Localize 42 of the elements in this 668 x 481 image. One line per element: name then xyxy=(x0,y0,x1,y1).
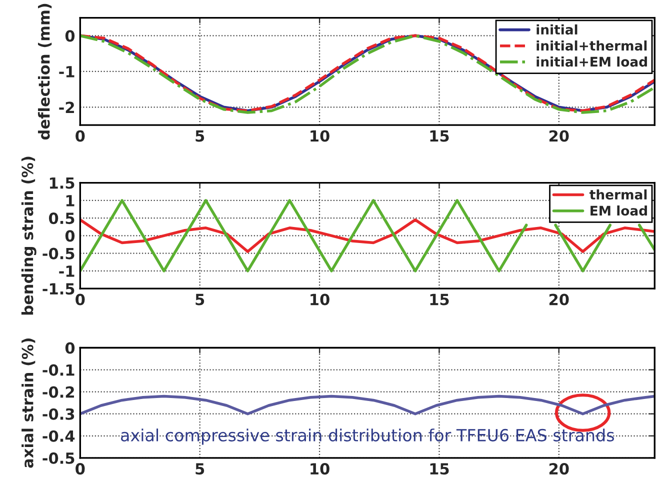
x-tick-label: 10 xyxy=(310,294,330,306)
x-tick-label: 10 xyxy=(310,130,330,142)
x-tick-label: 10 xyxy=(310,463,330,475)
legend-label: initial+thermal xyxy=(536,40,647,51)
y-tick-label: 1.5 xyxy=(50,177,74,189)
x-tick-label: 20 xyxy=(549,463,569,475)
y-tick-label: -0.3 xyxy=(42,408,74,420)
y-tick-label: -1 xyxy=(59,266,74,277)
line-series xyxy=(80,394,655,416)
y-tick-label: -0.1 xyxy=(42,364,74,376)
x-tick-label: 15 xyxy=(430,130,449,142)
y-tick-label: -1 xyxy=(59,66,74,78)
x-tick-label: 20 xyxy=(549,130,569,142)
x-tick-label: 0 xyxy=(76,294,85,306)
y-tick-label: -2 xyxy=(59,102,74,113)
x-tick-label: 5 xyxy=(196,294,204,306)
x-tick-label: 0 xyxy=(76,130,85,142)
x-tick-label: 20 xyxy=(549,294,569,306)
y-axis-title: bending strain (%) xyxy=(21,156,36,315)
y-tick-label: -0.5 xyxy=(42,248,74,260)
x-tick-label: 15 xyxy=(430,294,449,306)
annotation: axial compressive strain distribution for TFEU6 EAS strands xyxy=(121,428,614,445)
x-tick-label: 15 xyxy=(430,463,449,475)
line-series xyxy=(80,218,655,253)
x-tick-label: 5 xyxy=(196,130,204,142)
y-axis-title: axial strain (%) xyxy=(22,338,36,468)
legend-label: initial xyxy=(536,24,578,35)
x-tick-label: 5 xyxy=(196,463,204,475)
legend-label: thermal xyxy=(590,189,647,200)
y-tick-label: 0 xyxy=(65,30,75,42)
y-tick-label: -0.4 xyxy=(42,430,75,442)
y-tick-label: -0.2 xyxy=(42,386,74,398)
y-tick-label: -0.5 xyxy=(42,452,74,464)
y-tick-label: 0 xyxy=(65,342,75,354)
legend-label: initial+EM load xyxy=(536,56,647,67)
x-tick-label: 0 xyxy=(76,463,85,475)
y-tick-label: -1.5 xyxy=(42,283,74,295)
legend-label: EM load xyxy=(590,205,647,216)
y-axis-title: deflection (mm) xyxy=(38,4,52,140)
y-tick-label: 0 xyxy=(65,230,75,242)
y-tick-label: 1 xyxy=(66,195,74,206)
y-tick-label: 0.5 xyxy=(48,212,74,224)
